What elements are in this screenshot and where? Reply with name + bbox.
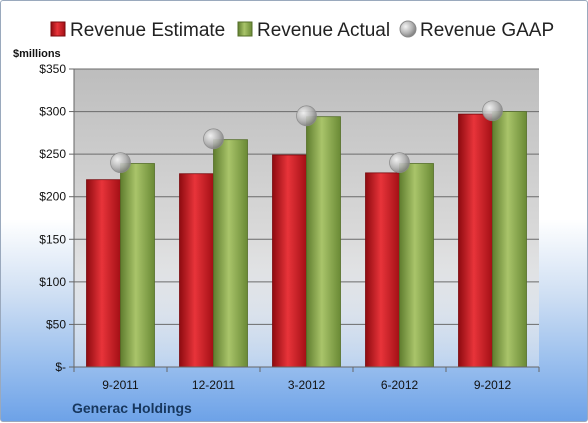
legend-swatch	[50, 21, 66, 37]
x-tick-label: 9-2012	[474, 378, 512, 392]
bar-revenue-estimate	[272, 154, 307, 368]
bar-revenue-estimate	[179, 173, 214, 368]
marker-revenue-gaap	[389, 152, 410, 174]
y-axis-unit-label: $millions	[13, 48, 61, 60]
legend-label: Revenue Estimate	[70, 20, 225, 41]
y-tick-label: $150	[39, 232, 66, 246]
marker-revenue-gaap	[203, 128, 224, 150]
y-tick-label: $100	[39, 275, 66, 289]
y-tick-label: $250	[39, 147, 66, 161]
bar-revenue-actual	[306, 116, 341, 368]
company-name: Generac Holdings	[72, 400, 192, 416]
x-tick-label: 12-2011	[192, 378, 235, 392]
bar-revenue-estimate	[86, 179, 121, 368]
bar-revenue-actual	[213, 139, 248, 368]
marker-revenue-gaap	[482, 100, 503, 122]
legend-label: Revenue GAAP	[420, 20, 554, 41]
legend-swatch	[399, 20, 417, 38]
bar-revenue-actual	[120, 163, 155, 368]
bar-revenue-actual	[399, 163, 434, 368]
bar-revenue-estimate	[365, 172, 400, 368]
y-tick-label: $-	[55, 360, 66, 374]
bar-revenue-actual	[492, 111, 527, 368]
y-tick-label: $300	[39, 105, 66, 119]
bar-revenue-estimate	[458, 113, 493, 368]
marker-revenue-gaap	[296, 105, 317, 127]
y-tick-label: $200	[39, 190, 66, 204]
marker-revenue-gaap	[110, 152, 131, 174]
y-tick-label: $350	[39, 62, 66, 76]
legend-label: Revenue Actual	[257, 20, 390, 41]
legend-swatch	[237, 21, 253, 37]
x-tick-label: 9-2011	[102, 378, 139, 392]
x-tick-label: 6-2012	[381, 378, 419, 392]
x-tick-label: 3-2012	[288, 378, 326, 392]
y-tick-label: $50	[46, 317, 66, 331]
